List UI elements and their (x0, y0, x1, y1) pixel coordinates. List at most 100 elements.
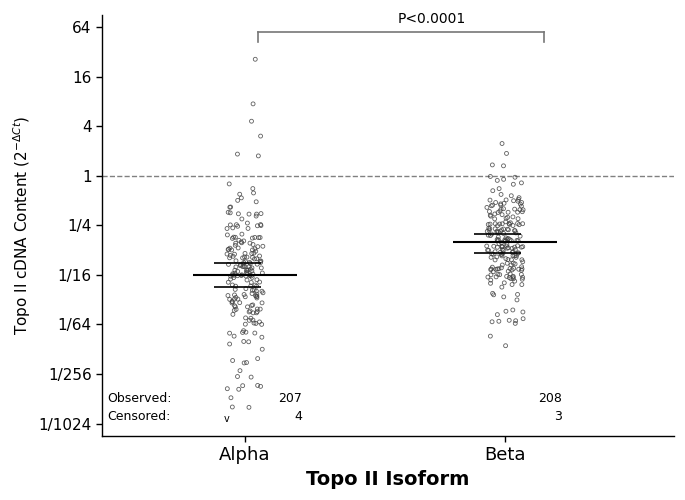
Point (510, 227, 521, 235)
Point (240, 272, 251, 280)
Point (247, 234, 258, 242)
Point (512, 208, 523, 216)
Point (516, 198, 527, 206)
Point (501, 196, 512, 204)
Text: 208: 208 (538, 392, 562, 405)
Point (247, 264, 258, 272)
Point (493, 236, 504, 244)
Point (249, 329, 260, 337)
Point (485, 232, 496, 239)
Point (490, 256, 501, 264)
Text: v: v (224, 414, 229, 424)
Point (248, 309, 259, 317)
Point (485, 212, 496, 220)
Point (495, 205, 506, 213)
Point (487, 290, 498, 298)
Point (512, 242, 523, 250)
Point (514, 194, 525, 202)
Point (221, 250, 232, 258)
Point (510, 316, 521, 324)
Point (245, 265, 256, 273)
Text: P<0.0001: P<0.0001 (398, 12, 466, 26)
Point (510, 229, 521, 237)
Point (518, 206, 529, 214)
Point (516, 270, 527, 278)
Point (507, 244, 518, 252)
Point (238, 338, 249, 345)
Point (501, 260, 512, 268)
Point (227, 224, 238, 232)
Point (256, 333, 267, 341)
Point (488, 268, 499, 276)
Point (490, 198, 501, 206)
Point (496, 264, 507, 272)
Point (483, 246, 494, 254)
Point (487, 263, 498, 271)
Point (486, 230, 497, 238)
Point (508, 272, 519, 280)
Point (516, 179, 527, 187)
Point (503, 220, 514, 228)
Point (240, 314, 251, 322)
Point (495, 250, 506, 258)
Point (229, 250, 240, 258)
Point (482, 246, 493, 254)
Point (490, 248, 501, 256)
Point (513, 249, 524, 257)
Point (516, 202, 527, 210)
Point (248, 189, 259, 197)
Point (483, 220, 494, 228)
Point (505, 264, 516, 272)
Point (241, 269, 252, 277)
Point (237, 254, 248, 262)
Point (504, 220, 515, 228)
Point (227, 271, 238, 279)
Point (246, 373, 257, 381)
Point (507, 266, 518, 274)
Point (255, 305, 266, 313)
Point (233, 244, 244, 252)
Point (247, 274, 258, 281)
Point (515, 200, 526, 208)
Point (508, 259, 519, 267)
Point (256, 257, 266, 265)
Point (512, 296, 523, 304)
Point (482, 228, 493, 235)
Point (240, 250, 251, 258)
Point (497, 210, 508, 218)
Point (487, 186, 498, 194)
Point (508, 213, 519, 221)
Point (503, 226, 514, 234)
Point (239, 262, 250, 270)
Point (503, 267, 514, 275)
Point (501, 214, 512, 222)
Point (240, 328, 251, 336)
Point (506, 236, 516, 244)
Text: Observed:: Observed: (108, 392, 172, 405)
Point (494, 220, 505, 228)
Point (486, 265, 497, 273)
Point (252, 305, 263, 313)
Point (254, 318, 265, 326)
Point (250, 56, 261, 64)
Point (251, 210, 262, 218)
Point (246, 302, 257, 310)
Point (230, 303, 241, 311)
Point (516, 208, 527, 216)
Point (249, 255, 260, 263)
Point (246, 250, 257, 258)
Point (507, 280, 518, 288)
Point (242, 219, 253, 227)
Point (503, 316, 514, 324)
Point (501, 150, 512, 158)
Point (258, 242, 269, 250)
Point (514, 206, 525, 214)
X-axis label: Topo II Isoform: Topo II Isoform (306, 470, 470, 489)
Point (484, 226, 495, 234)
Point (518, 314, 529, 322)
Point (512, 220, 523, 228)
Point (508, 248, 519, 256)
Point (229, 272, 240, 280)
Point (490, 220, 501, 228)
Point (485, 332, 496, 340)
